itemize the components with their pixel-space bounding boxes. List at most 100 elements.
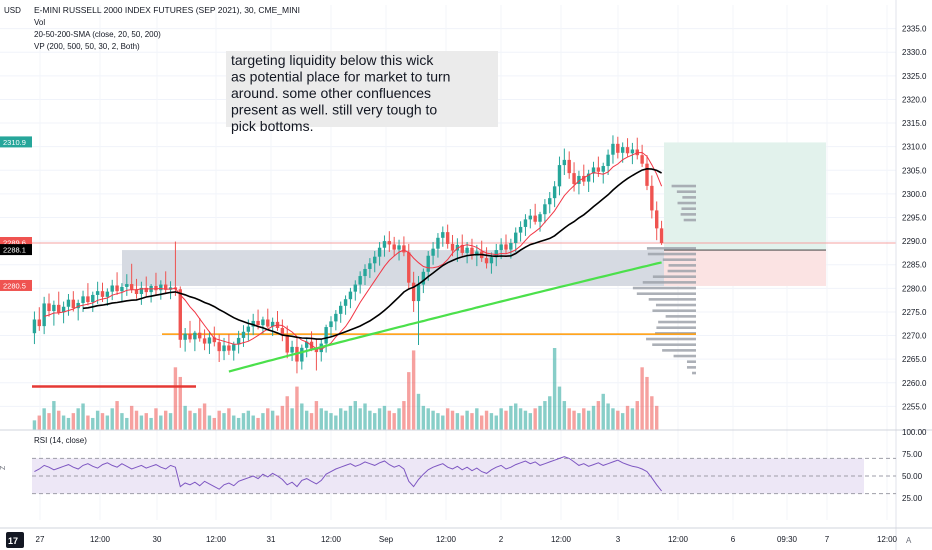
candle-body[interactable] [183, 333, 187, 340]
candle-body[interactable] [441, 232, 445, 238]
candle-body[interactable] [630, 149, 635, 154]
candle-body[interactable] [640, 155, 644, 164]
candle-body[interactable] [86, 296, 90, 303]
candle-body[interactable] [95, 291, 100, 295]
candle-body[interactable] [416, 284, 421, 302]
candle-body[interactable] [193, 332, 197, 340]
candle-body[interactable] [266, 319, 270, 327]
candle-body[interactable] [154, 285, 158, 291]
candle-body[interactable] [377, 247, 382, 257]
candle-body[interactable] [601, 166, 605, 172]
time-axis[interactable]: 27 12:00 30 12:00 31 12:00 Sep 12:00 2 12:00 3 12:0… [36, 535, 898, 544]
candle-body[interactable] [42, 303, 46, 327]
candle-body[interactable] [475, 251, 479, 256]
auto-scale-button[interactable]: A [906, 536, 912, 545]
candle-body[interactable] [494, 250, 498, 258]
candle-body[interactable] [484, 258, 489, 264]
candle-body[interactable] [465, 247, 469, 253]
candle-body[interactable] [47, 303, 51, 311]
candle-body[interactable] [557, 165, 562, 187]
tradingview-logo-icon[interactable]: 17 [6, 532, 24, 548]
candle-body[interactable] [188, 333, 192, 340]
candle-body[interactable] [445, 232, 450, 244]
candle-body[interactable] [139, 287, 144, 294]
candle-body[interactable] [222, 345, 226, 352]
candle-body[interactable] [523, 219, 528, 227]
candle-body[interactable] [504, 244, 508, 250]
candle-body[interactable] [392, 244, 396, 250]
candle-body[interactable] [134, 289, 139, 294]
candle-body[interactable] [304, 341, 309, 348]
candle-body[interactable] [499, 244, 503, 251]
candle-body[interactable] [431, 248, 435, 256]
annotation-note[interactable]: targeting liquidity below this wick as po… [226, 51, 498, 134]
candle-body[interactable] [411, 282, 416, 302]
candle-body[interactable] [159, 284, 163, 291]
candle-body[interactable] [586, 173, 591, 182]
candle-body[interactable] [625, 147, 630, 154]
candle-body[interactable] [373, 256, 377, 264]
candle-body[interactable] [232, 344, 236, 351]
candle-body[interactable] [382, 241, 387, 248]
candle-body[interactable] [212, 337, 217, 343]
candle-body[interactable] [543, 204, 547, 215]
candle-body[interactable] [251, 320, 255, 327]
candle-body[interactable] [202, 338, 207, 344]
candle-body[interactable] [426, 255, 430, 272]
candle-body[interactable] [655, 210, 659, 229]
candle-body[interactable] [572, 173, 576, 184]
candle-body[interactable] [32, 319, 37, 334]
candle-body[interactable] [509, 243, 513, 250]
candle-body[interactable] [81, 296, 85, 303]
candle-body[interactable] [368, 263, 372, 269]
candle-body[interactable] [125, 284, 129, 287]
candlesticks[interactable] [32, 135, 664, 374]
candle-body[interactable] [620, 147, 625, 153]
candle-body[interactable] [645, 163, 649, 186]
candle-body[interactable] [129, 284, 134, 290]
candle-body[interactable] [285, 335, 289, 353]
candle-body[interactable] [363, 268, 367, 277]
candle-body[interactable] [66, 299, 71, 307]
candle-body[interactable] [407, 252, 411, 283]
price-axis[interactable]: 2335.0 2330.0 2325.0 2320.0 2315.0 2310.0 2305… [902, 25, 927, 412]
candle-body[interactable] [548, 198, 552, 205]
candle-body[interactable] [37, 319, 41, 327]
candle-body[interactable] [650, 185, 654, 211]
candle-body[interactable] [198, 332, 202, 339]
candle-body[interactable] [334, 313, 338, 322]
zoom-button[interactable]: Z [0, 465, 7, 470]
candle-body[interactable] [163, 284, 168, 290]
candle-body[interactable] [348, 291, 353, 300]
candle-body[interactable] [329, 321, 333, 328]
candle-body[interactable] [144, 287, 148, 293]
candle-body[interactable] [606, 154, 610, 167]
candle-body[interactable] [591, 167, 596, 174]
candle-body[interactable] [518, 226, 523, 233]
candle-body[interactable] [256, 320, 260, 326]
candle-body[interactable] [227, 345, 231, 351]
candle-body[interactable] [582, 175, 586, 182]
legend-volume[interactable]: Vol [34, 18, 45, 27]
candle-body[interactable] [552, 186, 557, 199]
candle-body[interactable] [421, 271, 426, 285]
candle-body[interactable] [178, 289, 182, 340]
candle-body[interactable] [91, 294, 95, 303]
candle-body[interactable] [538, 214, 542, 222]
candle-body[interactable] [270, 321, 275, 327]
candle-body[interactable] [300, 347, 304, 362]
candle-body[interactable] [533, 215, 537, 222]
candle-body[interactable] [460, 244, 464, 253]
candle-body[interactable] [241, 331, 246, 338]
legend-volume-profile[interactable]: VP (200, 500, 50, 30, 2, Both) [34, 42, 140, 51]
candle-body[interactable] [611, 143, 615, 155]
candle-body[interactable] [280, 328, 285, 336]
candle-body[interactable] [358, 276, 362, 285]
candle-body[interactable] [246, 326, 251, 332]
candle-body[interactable] [207, 337, 212, 344]
candle-body[interactable] [52, 304, 56, 311]
candle-body[interactable] [514, 232, 518, 243]
candle-body[interactable] [562, 159, 567, 166]
candle-body[interactable] [236, 337, 241, 345]
